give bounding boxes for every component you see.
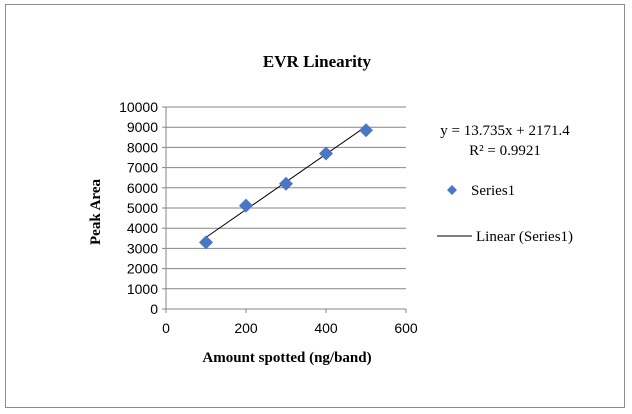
x-axis-title: Amount spotted (ng/band) xyxy=(202,350,371,366)
axes xyxy=(162,106,407,313)
y-tick-label: 3000 xyxy=(127,240,158,256)
x-axis-tick-labels: 0 200 400 600 xyxy=(162,320,418,336)
y-tick-label: 2000 xyxy=(127,261,158,277)
legend-series1-marker xyxy=(447,185,457,195)
x-tick-label: 600 xyxy=(394,320,418,336)
data-point-2 xyxy=(239,198,253,213)
y-tick-label: 8000 xyxy=(127,139,158,155)
y-tick-label: 6000 xyxy=(127,180,158,196)
y-tick-label: 0 xyxy=(150,301,158,317)
legend: Series1 Linear (Series1) xyxy=(437,183,573,245)
r-squared-label: R² = 0.9921 xyxy=(469,143,541,159)
data-point-3 xyxy=(279,176,293,191)
y-tick-label: 10000 xyxy=(119,99,158,115)
y-axis-title: Peak Area xyxy=(88,179,104,245)
data-point-5 xyxy=(359,123,373,138)
data-points xyxy=(199,123,373,250)
chart-title: EVR Linearity xyxy=(263,52,372,71)
gridlines xyxy=(166,106,406,290)
x-tick-label: 200 xyxy=(234,320,258,336)
data-point-4 xyxy=(319,146,333,161)
data-point-1 xyxy=(199,235,213,250)
y-tick-label: 1000 xyxy=(127,281,158,297)
legend-series1-label: Series1 xyxy=(471,183,515,199)
x-tick-label: 400 xyxy=(314,320,338,336)
y-tick-label: 7000 xyxy=(127,160,158,176)
trendline-equation: y = 13.735x + 2171.4 xyxy=(440,123,570,139)
y-tick-label: 9000 xyxy=(127,119,158,135)
x-tick-label: 0 xyxy=(162,320,170,336)
legend-trendline-label: Linear (Series1) xyxy=(476,229,573,245)
y-axis-tick-labels: 0 1000 2000 3000 4000 5000 6000 7000 8000 9000 100… xyxy=(119,99,158,317)
y-tick-label: 5000 xyxy=(127,200,158,216)
chart-area: EVR Linearity 0 1000 2000 3000 4000 5000 6000 7… xyxy=(5,4,625,408)
y-tick-label: 4000 xyxy=(127,220,158,236)
scatter-chart: EVR Linearity 01000200030004000500060007… xyxy=(88,52,573,366)
